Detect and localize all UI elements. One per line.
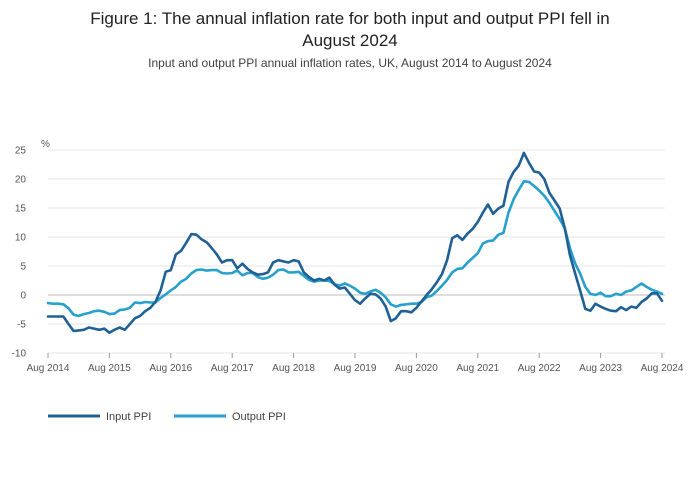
- chart-title-line-1: Figure 1: The annual inflation rate for …: [90, 9, 610, 28]
- chart-title: Figure 1: The annual inflation rate for …: [0, 8, 700, 52]
- series-line-input-ppi: [46, 151, 664, 334]
- x-tick-label: Aug 2024: [641, 363, 684, 374]
- legend: Input PPI Output PPI: [48, 411, 286, 423]
- y-tick-label: 25: [15, 146, 27, 157]
- x-axis-ticks: Aug 2014 Aug 2015 Aug 2016 Aug 2017 Aug 2018…: [27, 353, 684, 374]
- chart-title-line-2: August 2024: [302, 31, 398, 50]
- series-line-output-ppi: [46, 180, 664, 318]
- x-tick-label: Aug 2021: [456, 363, 499, 374]
- y-tick-label: 20: [15, 175, 27, 186]
- y-tick-label: 5: [20, 262, 26, 273]
- x-tick-label: Aug 2014: [27, 363, 70, 374]
- y-axis-label: %: [41, 139, 50, 150]
- y-tick-label: 0: [20, 291, 26, 302]
- x-tick-label: Aug 2018: [272, 363, 315, 374]
- y-tick-label: -5: [17, 320, 26, 331]
- x-tick-label: Aug 2022: [518, 363, 561, 374]
- x-tick-label: Aug 2015: [88, 363, 131, 374]
- y-tick-label: 15: [15, 204, 27, 215]
- x-tick-label: Aug 2017: [211, 363, 254, 374]
- y-tick-label: 10: [15, 233, 27, 244]
- x-tick-label: Aug 2016: [149, 363, 192, 374]
- series-lines: [46, 151, 664, 334]
- gridlines: [48, 149, 665, 354]
- y-axis-ticks: -10 -5 0 5 10 15 20 25: [12, 146, 27, 360]
- legend-label: Output PPI: [232, 411, 286, 423]
- x-tick-label: Aug 2019: [334, 363, 377, 374]
- chart-subtitle: Input and output PPI annual inflation ra…: [148, 56, 552, 70]
- legend-label: Input PPI: [106, 411, 151, 423]
- x-tick-label: Aug 2023: [579, 363, 622, 374]
- y-tick-label: -10: [12, 349, 27, 360]
- x-tick-label: Aug 2020: [395, 363, 438, 374]
